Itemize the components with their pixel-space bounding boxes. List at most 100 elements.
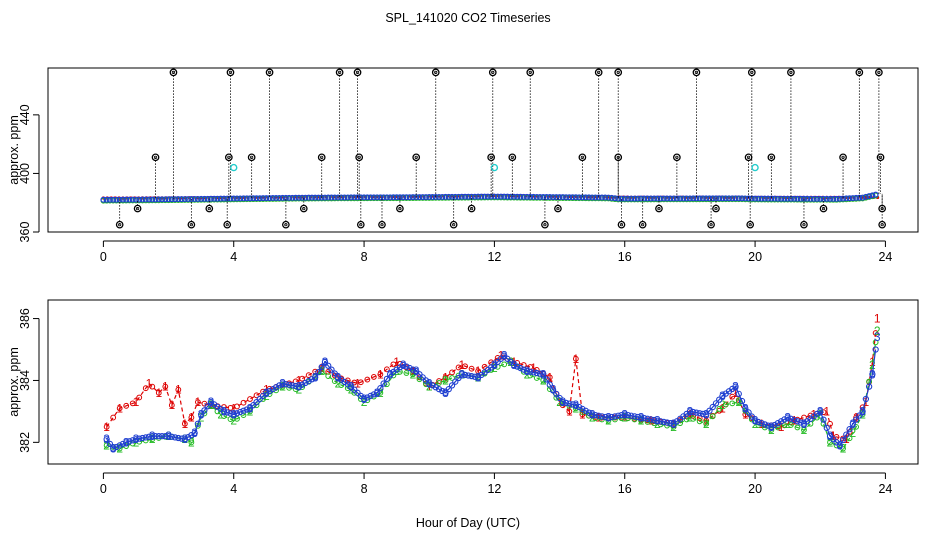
series3-point: [537, 193, 544, 200]
series3-point: [823, 424, 830, 432]
x-tick-label: 24: [878, 250, 892, 264]
series3-point: [442, 193, 449, 200]
x-tick-label: 16: [618, 250, 632, 264]
series1-point: [175, 386, 182, 393]
series3-point: [305, 194, 312, 201]
flag-lowest-point-inner: [189, 223, 193, 227]
flag-high-point-inner: [694, 70, 699, 74]
flag-lowest-point: [638, 220, 647, 229]
series3-point: [592, 411, 599, 419]
flag-low-point: [205, 204, 214, 213]
series3-point: [194, 420, 202, 427]
series2-point: [501, 361, 508, 368]
series3-marker-label: 3: [279, 377, 286, 391]
series2-point: [423, 381, 429, 388]
series3-point: [696, 195, 703, 202]
series3-point: [866, 193, 873, 200]
series1-point: [260, 388, 266, 395]
x-axis-label: Hour of Day (UTC): [416, 516, 520, 530]
series1-marker-label: 1: [296, 373, 303, 387]
series3-point: [126, 438, 133, 445]
series3-marker-label: 3: [742, 401, 749, 415]
series3-point: [862, 193, 869, 200]
series2-point: [709, 413, 716, 420]
flag-low-point: [299, 204, 308, 213]
series1-point: [351, 379, 358, 386]
series3-point: [852, 416, 860, 423]
series3-point: [582, 194, 589, 201]
series3-point: [608, 194, 615, 201]
series3-marker-label: 3: [312, 370, 319, 384]
series3-point: [383, 375, 391, 383]
series3-point: [611, 413, 619, 420]
series3-point: [481, 193, 488, 200]
series3-marker-label: 3: [133, 432, 140, 446]
series3-point: [155, 433, 162, 440]
series3-point: [106, 440, 114, 448]
x-tick-label: 12: [487, 250, 501, 264]
series3-point: [113, 443, 120, 451]
series3-point: [497, 193, 504, 200]
series1-point: [566, 408, 573, 415]
flag-high-point-inner: [597, 70, 601, 74]
series3-point: [331, 370, 338, 377]
series3-point: [429, 194, 436, 201]
series3-point: [758, 195, 765, 202]
series3-marker-label: 3: [703, 407, 710, 421]
y-tick-label: 386: [18, 308, 32, 329]
series3-point: [198, 195, 205, 202]
series3-point: [589, 411, 596, 418]
series2-point: [344, 385, 351, 392]
series1-marker-label: 1: [175, 383, 182, 397]
series3-point: [377, 194, 384, 201]
series3-point: [602, 194, 609, 201]
flag-high-point: [169, 68, 178, 77]
series3-marker-label: 3: [573, 398, 580, 412]
series1-point: [690, 412, 697, 419]
series1-point: [494, 355, 501, 361]
series1-point: [344, 377, 351, 384]
series1-marker-label: 1: [442, 370, 449, 384]
x-tick-label: 12: [487, 482, 501, 496]
series2-point: [677, 420, 684, 427]
series2-point: [781, 422, 788, 428]
series3-point: [624, 195, 631, 202]
series3-point: [647, 195, 654, 202]
series3-point: [563, 194, 570, 201]
series3-point: [452, 193, 459, 200]
flag-mid-point: [578, 153, 587, 162]
series2-point: [436, 380, 442, 386]
flag-high-point: [431, 68, 440, 77]
series3-point: [123, 439, 130, 446]
series2-point: [116, 445, 123, 452]
series1-marker-label: 1: [116, 401, 123, 415]
flag-low-point-inner: [714, 206, 718, 211]
series3-point: [455, 374, 462, 382]
series3-point: [553, 390, 560, 398]
series3-point: [764, 422, 772, 429]
series3-point: [595, 412, 602, 419]
series3-point: [409, 194, 416, 201]
series3-point: [765, 195, 772, 202]
series3-marker-label: 3: [540, 367, 547, 381]
series3-marker-label: 3: [874, 330, 881, 344]
series3-marker-label: 3: [752, 414, 759, 428]
series3-point: [207, 195, 214, 202]
series1-marker-label: 1: [823, 404, 830, 418]
flag-lowest-point: [707, 220, 715, 229]
series3-point: [439, 387, 446, 395]
series3-marker-label: 3: [524, 364, 531, 378]
series3-point: [106, 196, 113, 203]
series3-marker-label: 3: [687, 404, 694, 418]
flag-lowest-point-inner: [284, 223, 288, 227]
series2-marker-label: 2: [335, 377, 342, 391]
series2-point: [735, 399, 742, 406]
series3-point: [295, 194, 302, 201]
series3-point: [335, 194, 342, 201]
top-marks: [100, 68, 887, 229]
series3-point: [745, 409, 752, 416]
series3-point: [299, 381, 306, 388]
series3-point: [259, 392, 267, 400]
series3-point: [246, 405, 254, 412]
series3-point: [299, 194, 306, 201]
